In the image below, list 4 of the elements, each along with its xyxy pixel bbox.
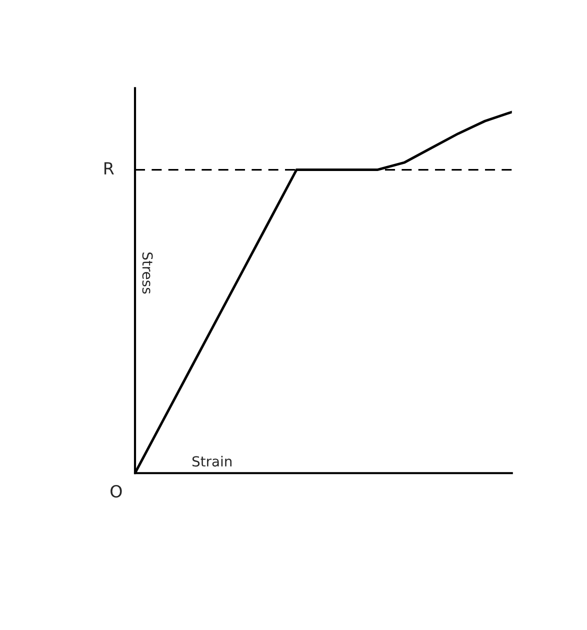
y-axis-title: Stress	[142, 252, 153, 294]
text: O	[110, 484, 122, 498]
ref-line-label: R	[104, 162, 114, 174]
x-axis-title: Strain	[192, 456, 232, 467]
